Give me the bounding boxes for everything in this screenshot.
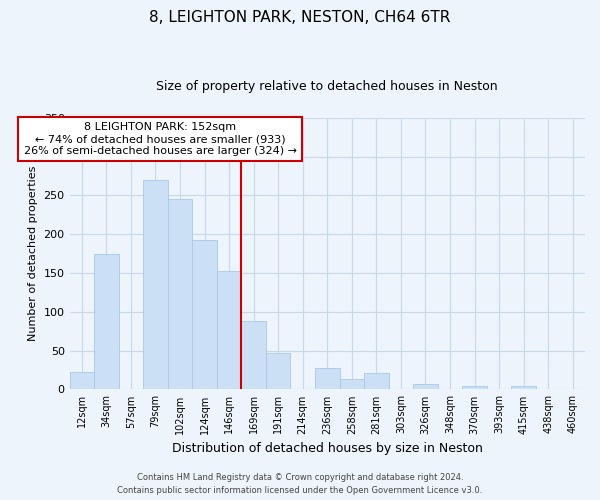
Bar	[266, 353, 290, 390]
Bar	[70, 372, 94, 390]
Bar	[143, 180, 168, 390]
Title: Size of property relative to detached houses in Neston: Size of property relative to detached ho…	[157, 80, 498, 93]
Bar	[94, 254, 119, 390]
X-axis label: Distribution of detached houses by size in Neston: Distribution of detached houses by size …	[172, 442, 483, 455]
Bar	[413, 384, 438, 390]
Text: 8 LEIGHTON PARK: 152sqm
← 74% of detached houses are smaller (933)
26% of semi-d: 8 LEIGHTON PARK: 152sqm ← 74% of detache…	[24, 122, 297, 156]
Bar	[241, 321, 266, 390]
Bar	[364, 373, 389, 390]
Bar	[217, 272, 241, 390]
Bar	[511, 386, 536, 390]
Y-axis label: Number of detached properties: Number of detached properties	[28, 166, 38, 342]
Text: Contains HM Land Registry data © Crown copyright and database right 2024.
Contai: Contains HM Land Registry data © Crown c…	[118, 474, 482, 495]
Bar	[340, 378, 364, 390]
Bar	[315, 368, 340, 390]
Bar	[192, 240, 217, 390]
Bar	[462, 386, 487, 390]
Text: 8, LEIGHTON PARK, NESTON, CH64 6TR: 8, LEIGHTON PARK, NESTON, CH64 6TR	[149, 10, 451, 25]
Bar	[168, 200, 192, 390]
